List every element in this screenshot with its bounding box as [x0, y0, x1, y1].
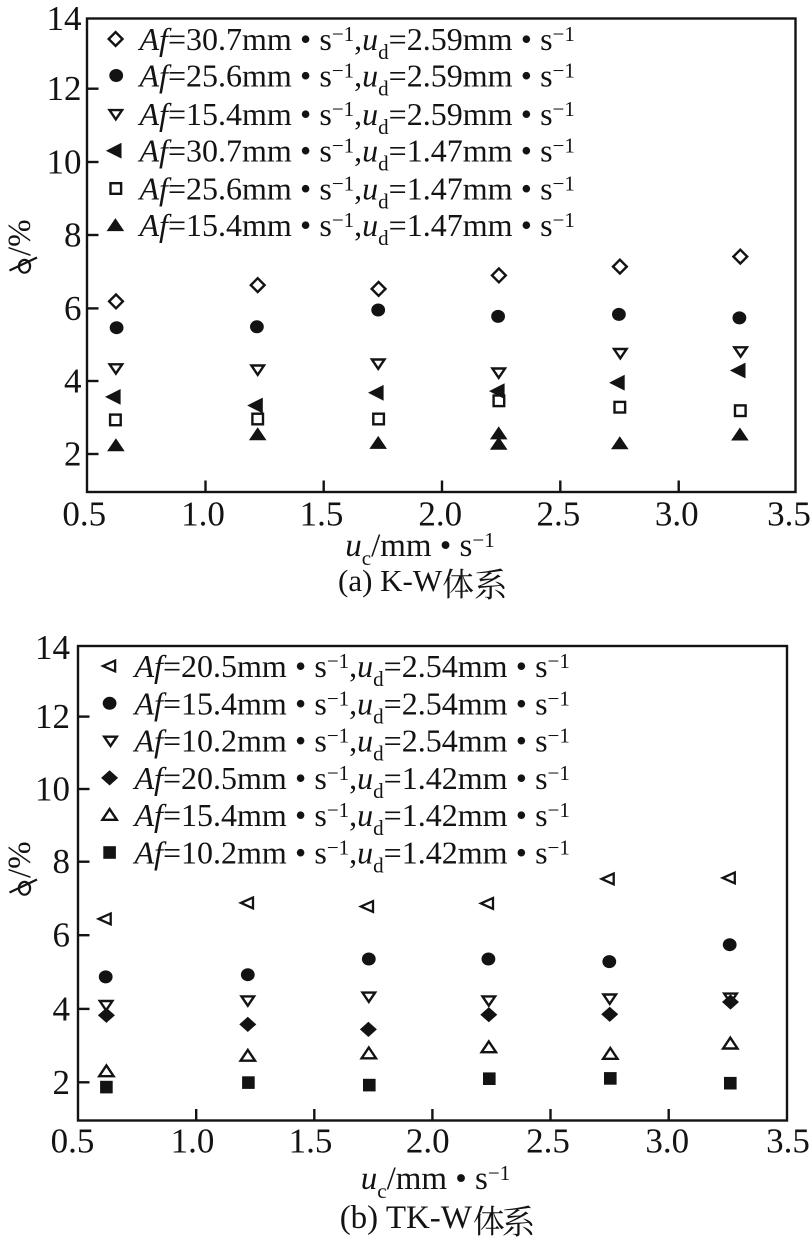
- svg-text:14: 14: [35, 628, 70, 667]
- svg-text:4: 4: [53, 989, 71, 1028]
- svg-text:Af=15.4mm•s−1,ud=2.59mm•s−1: Af=15.4mm • s−1,ud=2.59mm • s−1: [138, 96, 575, 139]
- svg-text:10: 10: [35, 770, 70, 809]
- svg-text:12: 12: [35, 697, 70, 736]
- svg-text:2.0: 2.0: [406, 1122, 450, 1161]
- svg-text:2.5: 2.5: [537, 495, 581, 534]
- svg-text:2.5: 2.5: [526, 1122, 570, 1161]
- svg-text:uc/mm•s−1: uc/mm • s−1: [345, 528, 494, 570]
- svg-text:2: 2: [64, 435, 82, 474]
- svg-text:Af=15.4mm•s−1,ud=1.47mm•s−1: Af=15.4mm • s−1,ud=1.47mm • s−1: [138, 207, 575, 250]
- svg-text:4: 4: [64, 362, 82, 401]
- svg-text:0.5: 0.5: [51, 1122, 95, 1161]
- svg-text:0.5: 0.5: [62, 495, 106, 534]
- svg-text:2.0: 2.0: [418, 495, 462, 534]
- svg-text:Af=20.5mm•s−1,ud=1.42mm•s−1: Af=20.5mm • s−1,ud=1.42mm • s−1: [133, 760, 570, 803]
- svg-text:Af=20.5mm•s−1,ud=2.54mm•s−1: Af=20.5mm • s−1,ud=2.54mm • s−1: [133, 648, 570, 691]
- svg-text:/%: /%: [2, 841, 38, 878]
- svg-text:/%: /%: [2, 219, 38, 256]
- svg-text:3.0: 3.0: [655, 495, 699, 534]
- svg-text:1.5: 1.5: [289, 1122, 333, 1161]
- svg-text:Af=25.6mm•s−1,ud=1.47mm•s−1: Af=25.6mm • s−1,ud=1.47mm • s−1: [138, 171, 575, 214]
- svg-text:Af=10.2mm•s−1,ud=2.54mm•s−1: Af=10.2mm • s−1,ud=2.54mm • s−1: [133, 723, 570, 766]
- svg-text:14: 14: [47, 0, 82, 38]
- svg-text:6: 6: [64, 289, 82, 328]
- svg-text:Af=10.2mm•s−1,ud=1.42mm•s−1: Af=10.2mm • s−1,ud=1.42mm • s−1: [133, 835, 570, 878]
- svg-text:8: 8: [64, 216, 82, 255]
- svg-text:1.5: 1.5: [300, 495, 344, 534]
- svg-text:uc/mm•s−1: uc/mm • s−1: [361, 1161, 510, 1203]
- svg-text:3.5: 3.5: [767, 495, 810, 534]
- svg-text:2: 2: [53, 1063, 71, 1102]
- svg-text:8: 8: [53, 842, 71, 881]
- svg-text:1.0: 1.0: [171, 1122, 215, 1161]
- svg-text:Af=15.4mm•s−1,ud=1.42mm•s−1: Af=15.4mm • s−1,ud=1.42mm • s−1: [133, 797, 570, 840]
- svg-text:6: 6: [53, 916, 71, 955]
- svg-text:10: 10: [47, 143, 82, 182]
- svg-text:3.5: 3.5: [766, 1122, 810, 1161]
- svg-text:(a) K-W: (a) K-W: [338, 563, 443, 598]
- svg-text:Af=30.7mm•s−1,ud=2.59mm•s−1: Af=30.7mm • s−1,ud=2.59mm • s−1: [138, 21, 575, 64]
- svg-text:Af=30.7mm•s−1,ud=1.47mm•s−1: Af=30.7mm • s−1,ud=1.47mm • s−1: [138, 133, 575, 176]
- svg-text:Af=25.6mm•s−1,ud=2.59mm•s−1: Af=25.6mm • s−1,ud=2.59mm • s−1: [138, 58, 575, 101]
- svg-text:Af=15.4mm•s−1,ud=2.54mm•s−1: Af=15.4mm • s−1,ud=2.54mm • s−1: [133, 685, 570, 728]
- svg-text:3.0: 3.0: [645, 1122, 689, 1161]
- svg-text:(b) TK-W: (b) TK-W: [340, 1200, 473, 1236]
- svg-text:12: 12: [47, 69, 82, 108]
- svg-text:1.0: 1.0: [181, 495, 225, 534]
